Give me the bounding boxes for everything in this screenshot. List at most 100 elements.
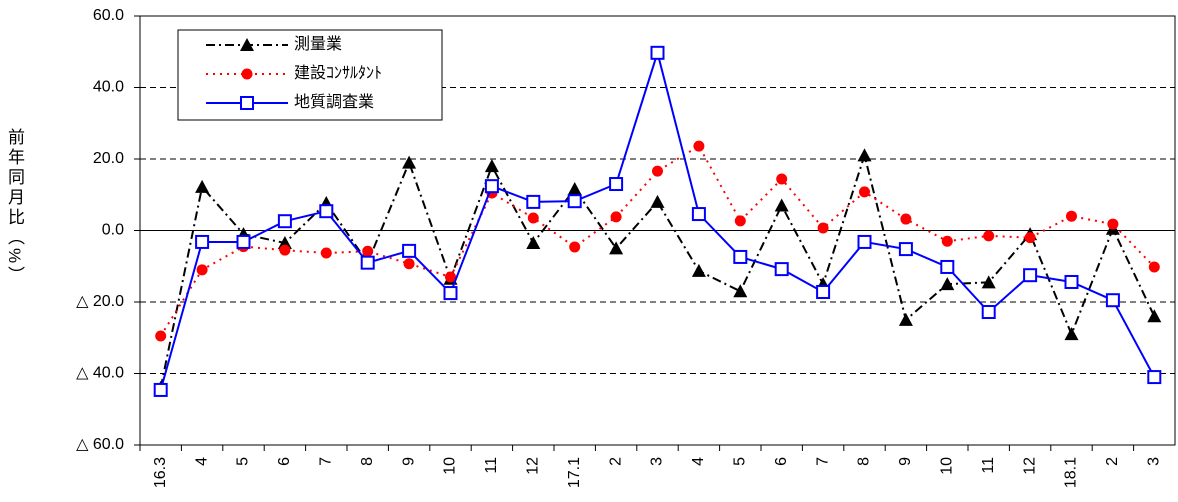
point xyxy=(981,305,996,320)
point xyxy=(277,236,292,250)
point xyxy=(403,258,415,270)
point xyxy=(567,182,582,196)
x-tick-label: 18.1 xyxy=(1063,457,1080,488)
legend-label: 地質調査業 xyxy=(294,93,374,111)
point xyxy=(650,194,665,208)
point xyxy=(402,155,417,169)
y-tick-label: △ 40.0 xyxy=(76,365,124,382)
point xyxy=(652,165,663,177)
point xyxy=(360,255,375,270)
legend-label: 建設ｺﾝｻﾙﾀﾝﾄ xyxy=(294,64,382,82)
point xyxy=(153,382,168,397)
x-tick-label: 4 xyxy=(193,457,210,466)
point xyxy=(898,312,913,326)
point xyxy=(445,271,456,283)
x-tick-label: 6 xyxy=(276,457,293,466)
point xyxy=(362,245,374,257)
point xyxy=(609,241,624,255)
point xyxy=(857,234,872,249)
point xyxy=(609,177,624,192)
point xyxy=(569,241,581,253)
x-tick-label: 10 xyxy=(442,457,459,475)
series xyxy=(153,45,1162,397)
point xyxy=(650,45,665,60)
point xyxy=(241,68,253,80)
x-tick-label: 6 xyxy=(773,457,790,466)
x-tick-label: 9 xyxy=(897,457,914,466)
point xyxy=(319,204,334,219)
x-tick-label: 7 xyxy=(318,457,335,466)
y-axis-label: 前年同月比（%） xyxy=(5,128,24,287)
point xyxy=(1107,218,1119,230)
point xyxy=(567,194,582,209)
x-tick-label: 16.3 xyxy=(152,457,169,488)
x-tick-label: 11 xyxy=(483,457,500,474)
point xyxy=(1064,327,1079,341)
point xyxy=(279,244,291,256)
point xyxy=(527,212,539,224)
point xyxy=(776,173,788,185)
x-tick-label: 2 xyxy=(1104,457,1121,466)
point xyxy=(443,286,458,301)
point xyxy=(900,213,912,225)
point xyxy=(526,194,541,209)
x-tick-label: 11 xyxy=(980,457,997,474)
point xyxy=(940,259,955,274)
y-tick-label: 40.0 xyxy=(93,79,124,96)
x-tick-label: 9 xyxy=(400,457,417,466)
y-tick-label: 20.0 xyxy=(93,150,124,167)
point xyxy=(1023,268,1038,283)
point xyxy=(693,140,705,152)
x-tick-label: 3 xyxy=(649,457,666,466)
point xyxy=(734,215,746,227)
x-tick-label: 8 xyxy=(856,457,873,466)
point xyxy=(236,234,251,249)
series xyxy=(155,140,1160,342)
point xyxy=(691,263,706,277)
x-tick-label: 10 xyxy=(939,457,956,475)
x-tick-label: 12 xyxy=(1021,457,1038,475)
x-tick-label: 3 xyxy=(1146,457,1163,466)
point xyxy=(1105,293,1120,308)
point xyxy=(774,198,789,212)
point xyxy=(484,179,499,194)
y-tick-label: △ 20.0 xyxy=(76,293,124,310)
point xyxy=(402,243,417,258)
point xyxy=(240,38,254,51)
point xyxy=(277,214,292,229)
point xyxy=(320,247,332,259)
point xyxy=(1064,274,1079,289)
series xyxy=(153,148,1162,394)
point xyxy=(817,222,829,234)
x-tick-label: 12 xyxy=(525,457,542,475)
x-tick-label: 5 xyxy=(732,457,749,466)
point xyxy=(195,179,210,193)
point xyxy=(940,277,955,291)
x-tick-label: 7 xyxy=(814,457,831,466)
point xyxy=(195,234,210,249)
y-tick-label: 60.0 xyxy=(93,7,124,24)
x-tick-label: 4 xyxy=(690,457,707,466)
point xyxy=(1147,309,1162,323)
plot-frame xyxy=(139,15,1176,446)
point xyxy=(733,249,748,264)
x-tick-label: 8 xyxy=(359,457,376,466)
point xyxy=(1147,370,1162,385)
x-tick-label: 5 xyxy=(235,457,252,466)
y-tick-label: △ 60.0 xyxy=(76,436,124,453)
point xyxy=(196,264,208,276)
point xyxy=(981,275,996,289)
point xyxy=(1148,261,1160,273)
point xyxy=(983,230,995,242)
y-tick-label: 0.0 xyxy=(102,222,124,239)
series-line xyxy=(159,151,1156,389)
point xyxy=(941,235,953,247)
point xyxy=(610,211,622,223)
point xyxy=(898,242,913,257)
point xyxy=(155,330,167,342)
point xyxy=(484,159,499,173)
point xyxy=(240,96,254,110)
